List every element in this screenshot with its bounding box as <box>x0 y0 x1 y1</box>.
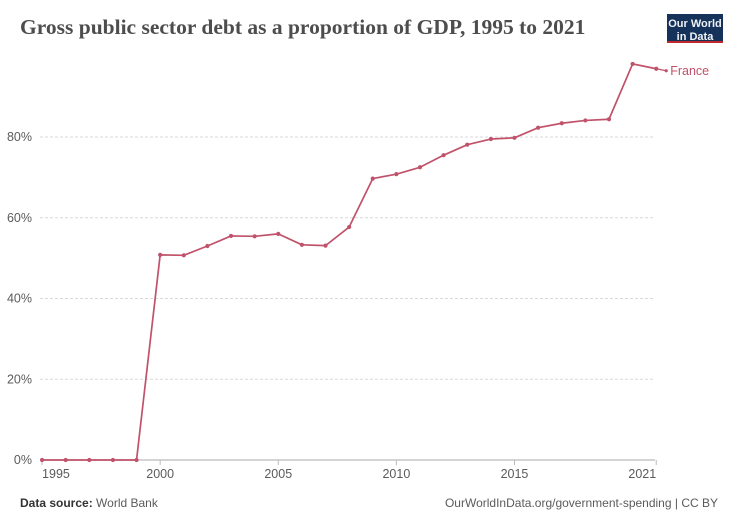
svg-text:2021: 2021 <box>628 467 656 481</box>
svg-text:2000: 2000 <box>146 467 174 481</box>
svg-text:60%: 60% <box>7 211 32 225</box>
svg-text:0%: 0% <box>14 453 32 467</box>
svg-text:1995: 1995 <box>42 467 70 481</box>
svg-text:2005: 2005 <box>264 467 292 481</box>
svg-text:France: France <box>670 64 709 78</box>
svg-text:80%: 80% <box>7 130 32 144</box>
svg-text:40%: 40% <box>7 292 32 306</box>
svg-text:2010: 2010 <box>382 467 410 481</box>
svg-text:2015: 2015 <box>501 467 529 481</box>
svg-text:20%: 20% <box>7 372 32 386</box>
